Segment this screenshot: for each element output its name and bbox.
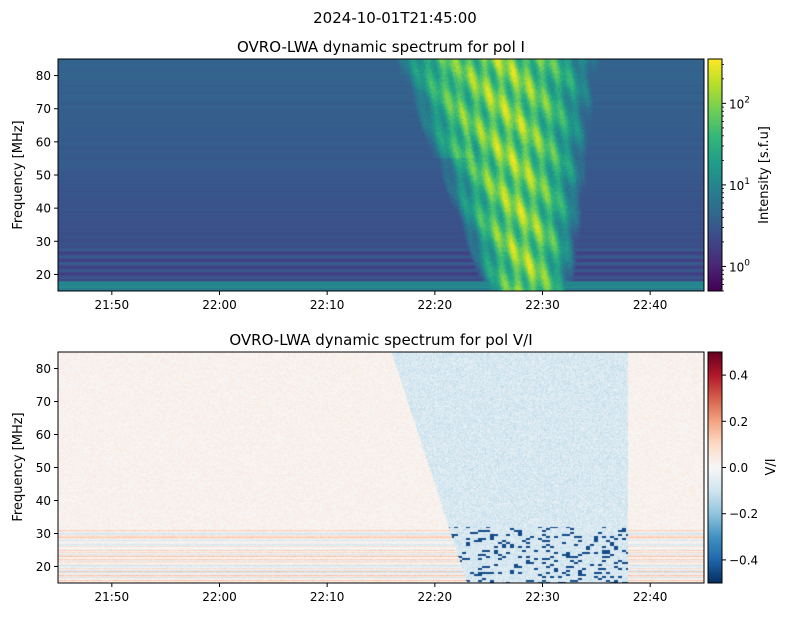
colorbar-tick-label: 100 (729, 258, 750, 274)
colorbar-tick-label: 0.2 (729, 415, 748, 429)
heatmap-image-container (58, 352, 704, 583)
x-tick-label: 22:10 (310, 298, 345, 312)
panel-title: OVRO-LWA dynamic spectrum for pol V/I (229, 331, 532, 349)
panel-stokes-v-over-i: OVRO-LWA dynamic spectrum for pol V/I 21… (11, 331, 779, 604)
y-tick-label: 20 (36, 560, 51, 574)
colorbar-tick-base: 10 (729, 179, 744, 193)
panel-stokes-i: OVRO-LWA dynamic spectrum for pol I 21:5… (11, 38, 772, 312)
colorbar-tick-label: 0.4 (729, 369, 748, 383)
x-tick-label: 22:30 (525, 590, 560, 604)
colorbar-tick-label: −0.4 (729, 553, 758, 567)
x-axis: 21:50 22:00 22:10 22:20 22:30 22:40 (95, 291, 668, 312)
x-tick-label: 22:10 (310, 590, 345, 604)
colorbar-tick-base: 10 (729, 97, 744, 111)
y-tick-label: 50 (36, 169, 51, 183)
y-tick-label: 60 (36, 428, 51, 442)
colorbar-tick-label: 102 (729, 95, 750, 111)
x-tick-label: 22:00 (202, 590, 237, 604)
y-axis-label: Frequency [MHz] (11, 120, 26, 229)
y-tick-label: 30 (36, 527, 51, 541)
colorbar-frame (707, 58, 723, 292)
panel-title: OVRO-LWA dynamic spectrum for pol I (237, 38, 525, 56)
colorbar-label: Intensity [s.f.u] (757, 126, 772, 224)
x-tick-label: 22:20 (418, 590, 453, 604)
y-tick-label: 40 (36, 202, 51, 216)
x-tick-label: 21:50 (95, 298, 130, 312)
y-tick-label: 30 (36, 235, 51, 249)
y-tick-label: 70 (36, 102, 51, 116)
x-axis: 21:50 22:00 22:10 22:20 22:30 22:40 (95, 583, 668, 604)
x-tick-label: 21:50 (95, 590, 130, 604)
colorbar-label: V/I (764, 458, 779, 475)
x-tick-label: 22:30 (525, 298, 560, 312)
colorbar-tick-exponent: 2 (744, 95, 750, 105)
y-tick-label: 40 (36, 494, 51, 508)
y-axis: 20 30 40 50 60 70 80 (36, 69, 58, 282)
y-tick-label: 70 (36, 395, 51, 409)
y-tick-label: 80 (36, 69, 51, 83)
colorbar-gradient-container (708, 352, 722, 583)
colorbar-tick-label: 0.0 (729, 461, 748, 475)
y-tick-label: 50 (36, 461, 51, 475)
y-axis: 20 30 40 50 60 70 80 (36, 362, 58, 574)
y-tick-label: 60 (36, 135, 51, 149)
y-tick-label: 80 (36, 362, 51, 376)
x-tick-label: 22:40 (633, 298, 668, 312)
colorbar-tick-exponent: 0 (744, 258, 750, 268)
colorbar-tick-label: 101 (729, 177, 750, 193)
figure-suptitle: 2024-10-01T21:45:00 (313, 9, 477, 27)
colorbar-axis: 0.4 0.2 0.0 −0.2 −0.4 (722, 369, 758, 567)
x-tick-label: 22:00 (202, 298, 237, 312)
colorbar-tick-base: 10 (729, 260, 744, 274)
colorbar-tick-exponent: 1 (744, 177, 750, 187)
colorbar-tick-label: −0.2 (729, 507, 758, 521)
x-tick-label: 22:40 (633, 590, 668, 604)
heatmap-image-container (58, 59, 704, 291)
colorbar-gradient-container (708, 59, 722, 291)
y-axis-label: Frequency [MHz] (11, 412, 26, 521)
y-tick-label: 20 (36, 268, 51, 282)
x-tick-label: 22:20 (418, 298, 453, 312)
